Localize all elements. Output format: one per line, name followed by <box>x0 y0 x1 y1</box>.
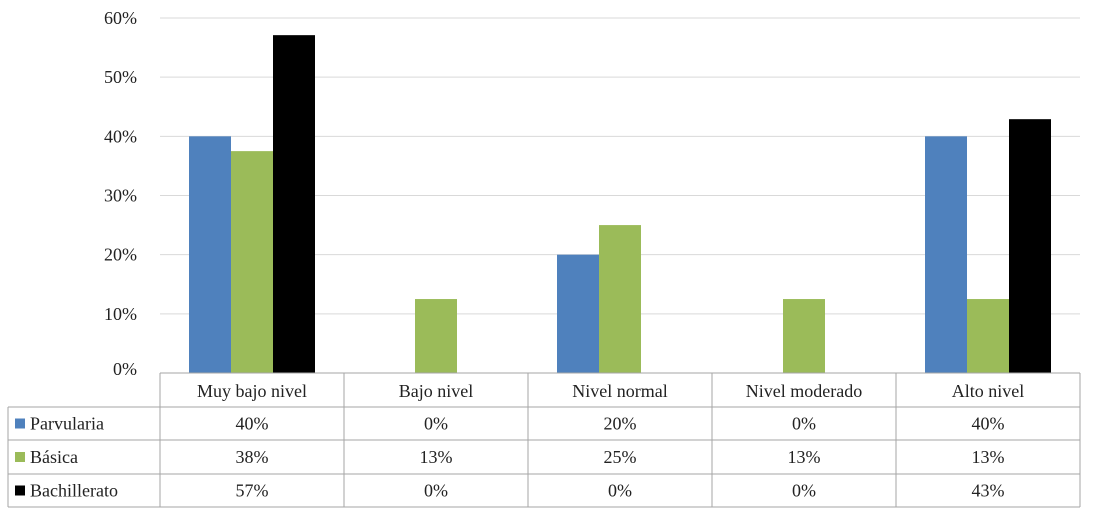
legend-swatch <box>15 418 25 429</box>
y-tick-label: 10% <box>104 304 137 324</box>
bar <box>557 254 599 373</box>
table-cell-value: 13% <box>972 447 1005 467</box>
table-cell-value: 0% <box>424 481 448 501</box>
category-label: Nivel normal <box>572 381 667 401</box>
bar <box>925 136 967 373</box>
table-cell-value: 13% <box>420 447 453 467</box>
series-name: Parvularia <box>30 414 104 434</box>
table-cell-value: 0% <box>424 414 448 434</box>
bar <box>1009 119 1051 373</box>
category-label: Nivel moderado <box>746 381 862 401</box>
bar <box>599 225 641 373</box>
bar <box>783 299 825 373</box>
table-cell-value: 20% <box>604 414 637 434</box>
table-cell-value: 0% <box>792 481 816 501</box>
table-cell-value: 40% <box>972 414 1005 434</box>
y-tick-label: 0% <box>113 359 137 379</box>
legend-swatch <box>15 452 25 462</box>
table-cell-value: 25% <box>604 447 637 467</box>
table-cell-value: 0% <box>792 414 816 434</box>
y-tick-label: 30% <box>104 186 137 206</box>
bar <box>967 299 1009 373</box>
legend-swatch <box>15 485 25 496</box>
series-name: Básica <box>30 447 78 467</box>
table-cell-value: 57% <box>236 481 269 501</box>
bar <box>415 299 457 373</box>
category-label: Bajo nivel <box>399 381 474 401</box>
bar <box>189 136 231 373</box>
category-label: Muy bajo nivel <box>197 381 307 401</box>
category-label: Alto nivel <box>952 381 1025 401</box>
table-cell-value: 38% <box>236 447 269 467</box>
y-tick-label: 20% <box>104 245 137 265</box>
y-tick-label: 40% <box>104 126 137 146</box>
y-tick-label: 60% <box>104 8 137 28</box>
table-cell-value: 43% <box>972 481 1005 501</box>
y-tick-label: 50% <box>104 67 137 87</box>
series-name: Bachillerato <box>30 481 118 501</box>
table-cell-value: 40% <box>236 414 269 434</box>
table-cell-value: 13% <box>788 447 821 467</box>
bar <box>273 35 315 374</box>
bar <box>231 151 273 373</box>
table-cell-value: 0% <box>608 481 632 501</box>
